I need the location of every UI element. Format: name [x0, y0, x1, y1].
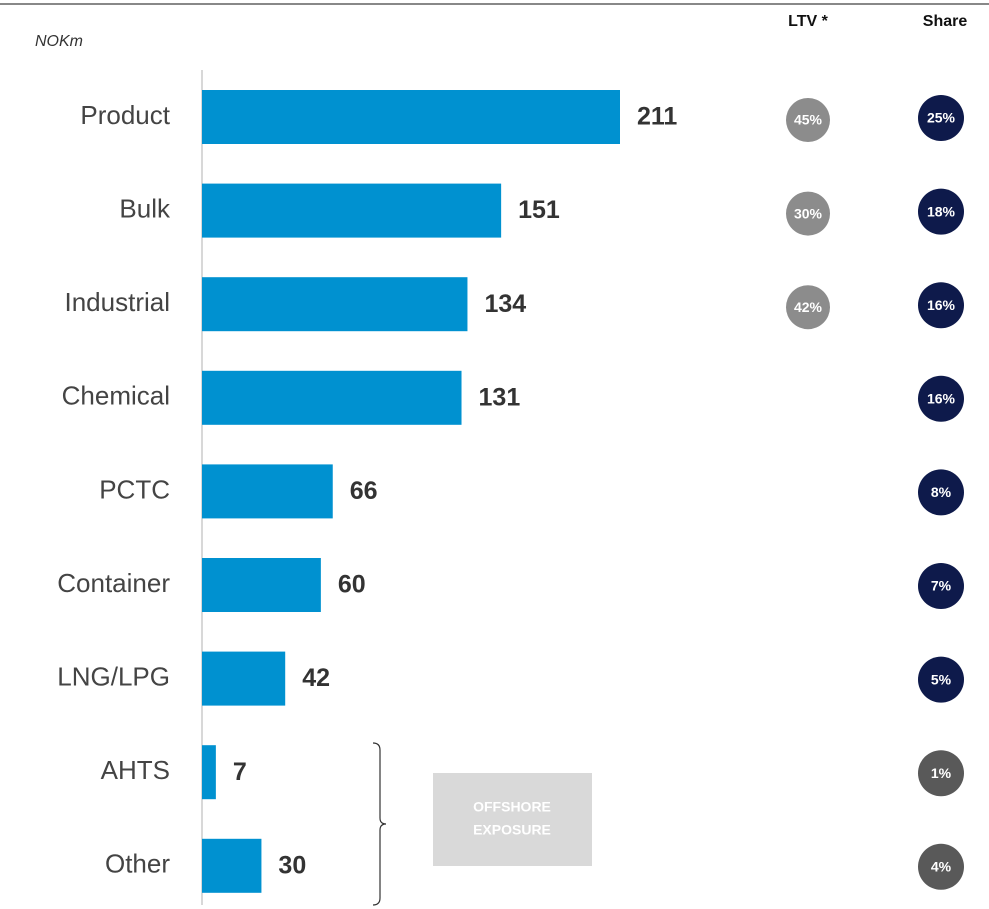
value-label: 42 — [302, 664, 330, 692]
value-label: 211 — [637, 103, 677, 131]
annotation-text: EXPOSURE — [473, 822, 551, 838]
annotation-box — [433, 773, 592, 866]
share-circle — [918, 282, 964, 329]
bar — [202, 558, 321, 612]
share-label: 16% — [927, 391, 956, 407]
value-label: 30 — [278, 851, 306, 879]
share-circle — [918, 750, 964, 797]
bar — [202, 745, 216, 800]
share-label: 16% — [927, 297, 956, 313]
share-label: 25% — [927, 110, 956, 126]
value-label: 151 — [518, 196, 560, 224]
ltv-header: LTV * — [788, 13, 828, 30]
bar — [202, 90, 620, 144]
bar — [202, 838, 262, 893]
share-circle — [918, 95, 964, 141]
category-label: Other — [105, 849, 170, 879]
ltv-label: 42% — [794, 299, 823, 315]
value-label: 60 — [338, 571, 366, 599]
share-circle — [918, 843, 964, 890]
bar — [202, 651, 286, 706]
value-label: 66 — [350, 477, 378, 505]
category-label: PCTC — [99, 474, 170, 504]
ltv-circle — [786, 285, 830, 330]
category-label: Container — [57, 568, 170, 598]
category-label: Bulk — [119, 193, 171, 223]
share-label: 1% — [931, 765, 952, 781]
bar — [202, 370, 462, 425]
value-label: 131 — [479, 383, 521, 411]
value-label: 134 — [484, 290, 526, 318]
share-label: 18% — [927, 203, 956, 219]
share-circle — [918, 188, 964, 235]
share-header: Share — [923, 13, 968, 30]
share-circle — [918, 469, 964, 516]
share-label: 7% — [931, 578, 952, 594]
ltv-circle — [786, 191, 830, 236]
bar — [202, 277, 468, 332]
share-circle — [918, 563, 964, 609]
category-label: Chemical — [62, 381, 170, 411]
category-label: AHTS — [101, 755, 170, 785]
category-label: LNG/LPG — [57, 661, 170, 691]
unit-label: NOKm — [35, 33, 83, 50]
ltv-circle — [786, 98, 830, 142]
ltv-label: 30% — [794, 205, 823, 221]
share-label: 8% — [931, 484, 952, 500]
share-label: 5% — [931, 671, 952, 687]
share-circle — [918, 375, 964, 422]
bar — [202, 183, 502, 238]
category-label: Product — [80, 100, 170, 130]
share-label: 4% — [931, 859, 952, 875]
category-label: Industrial — [65, 287, 171, 317]
brace — [372, 742, 387, 906]
bar — [202, 464, 333, 519]
annotation-text: OFFSHORE — [473, 799, 551, 815]
ltv-label: 45% — [794, 112, 823, 128]
value-label: 7 — [233, 758, 247, 786]
share-circle — [918, 656, 964, 703]
